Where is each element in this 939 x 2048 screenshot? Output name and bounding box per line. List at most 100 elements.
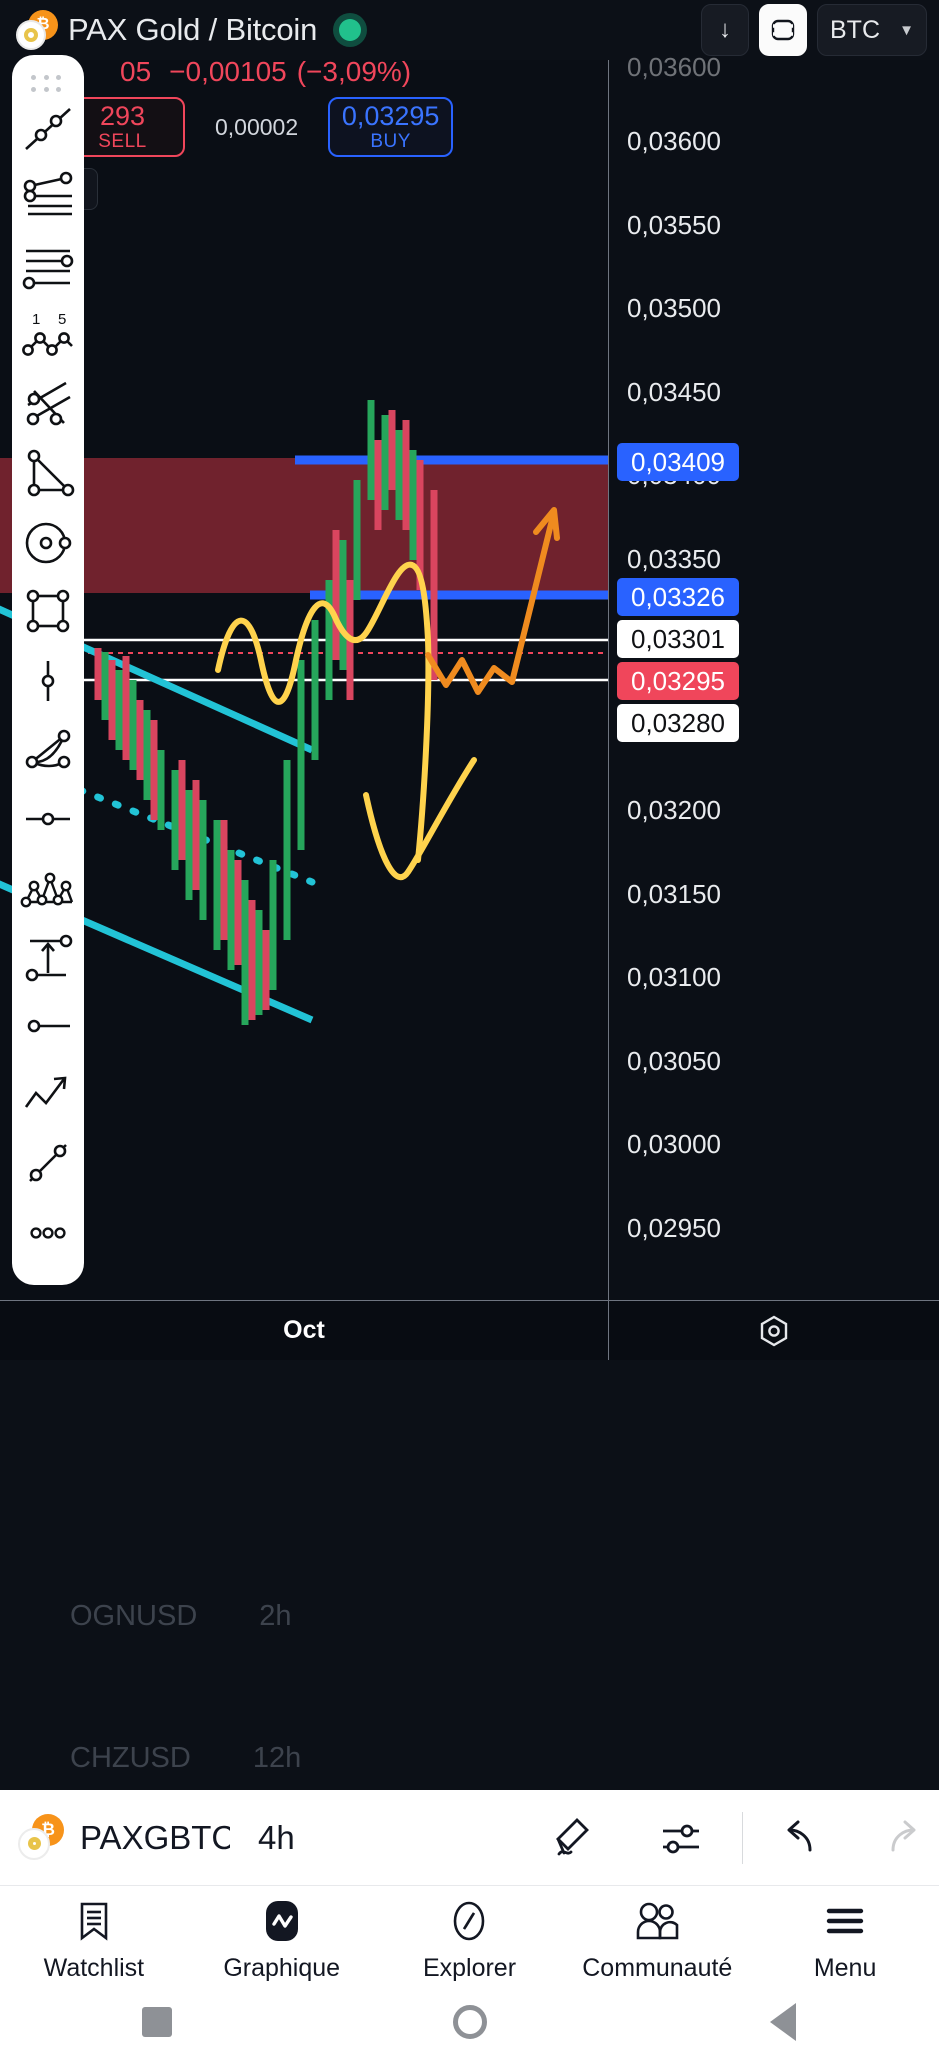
undo-arrow-icon[interactable]	[749, 1790, 859, 1885]
time-axis-label: Oct	[283, 1316, 325, 1344]
last-price: 05	[120, 56, 152, 87]
projection-arrow-icon[interactable]	[12, 1060, 84, 1129]
watchlist-ghost-row: OGNUSD 2h	[0, 1600, 939, 1633]
buy-price: 0,03295	[341, 100, 440, 131]
axis-tick: 0,03100	[627, 962, 721, 992]
nav-item-communaute[interactable]: Communauté	[563, 1886, 751, 1995]
svg-text:1: 1	[32, 311, 40, 328]
quote-summary: 05 −0,00105 (−3,09%)	[0, 52, 620, 92]
spread-value: 0,00002	[215, 113, 299, 140]
ghost-symbol: CHZUSD	[70, 1742, 191, 1774]
toolbar-interval[interactable]: 4h	[258, 1818, 295, 1856]
svg-text:5: 5	[58, 311, 66, 328]
currency-value: BTC	[830, 15, 880, 44]
axis-tick: 0,03500	[627, 293, 721, 323]
chart-wave-icon	[259, 1898, 305, 1944]
ellipse-shape-icon[interactable]	[12, 508, 84, 577]
nav-label: Watchlist	[43, 1954, 145, 1982]
axis-tick: 0,03350	[627, 544, 721, 574]
axis-settings-icon[interactable]	[608, 1300, 939, 1360]
triangle-shape-icon[interactable]	[12, 439, 84, 508]
people-group-icon	[634, 1898, 680, 1944]
buy-button[interactable]: 0,03295 BUY	[328, 97, 454, 157]
chart-toolbar: ₿ PAXGBTC 4h	[0, 1790, 939, 1885]
nav-item-graphique[interactable]: Graphique	[188, 1886, 376, 1995]
android-back-icon[interactable]	[626, 2002, 939, 2041]
toolbar-symbol[interactable]: PAXGBTC	[80, 1818, 230, 1856]
ray-line-icon[interactable]	[12, 991, 84, 1060]
pitchfork-icon[interactable]	[12, 163, 84, 232]
nav-label: Menu	[813, 1954, 877, 1982]
compass-icon	[448, 1898, 490, 1944]
drawing-tools-panel[interactable]: 1 5	[12, 55, 84, 1285]
ruler-line-icon[interactable]	[12, 1129, 84, 1198]
drag-handle-icon[interactable]	[31, 75, 65, 94]
price-badge-resistance-bottom[interactable]: 0,03326	[617, 578, 739, 616]
more-tools-icon[interactable]	[12, 1198, 84, 1267]
vertical-line-icon[interactable]	[12, 646, 84, 715]
price-axis[interactable]: 0,03600 0,03600 0,03550 0,03500 0,03450 …	[608, 52, 939, 1300]
sell-label: SELL	[98, 130, 147, 152]
chart-settings-icon[interactable]	[626, 1790, 736, 1885]
currency-select[interactable]: BTC ▼	[817, 4, 927, 56]
axis-tick: 0,03000	[627, 1129, 721, 1159]
price-badge-level-upper[interactable]: 0,03301	[617, 620, 739, 658]
page-title: PAX Gold / Bitcoin	[68, 12, 318, 47]
axis-tick: 0,02950	[627, 1213, 721, 1243]
bid-ask-panel: 293 SELL 0,00002 0,03295 BUY	[60, 96, 620, 158]
fib-retracement-icon[interactable]	[12, 232, 84, 301]
app-header: ₿ PAX Gold / Bitcoin ↓ BTC ▼	[0, 0, 939, 60]
nav-item-watchlist[interactable]: Watchlist	[0, 1886, 188, 1995]
nav-label: Graphique	[223, 1954, 341, 1982]
price-badge-last-price[interactable]: 0,03295	[617, 662, 739, 700]
header-actions: ↓ BTC ▼	[701, 4, 931, 56]
axis-tick: 0,03200	[627, 795, 721, 825]
axis-tick: 0,03600	[627, 52, 721, 82]
time-axis[interactable]: Oct	[0, 1300, 608, 1360]
ghost-interval: 12h	[252, 1742, 302, 1774]
ghost-interval: 2h	[259, 1600, 292, 1632]
ghost-symbol: OGNUSD	[70, 1600, 198, 1632]
price-badge-level-lower[interactable]: 0,03280	[617, 704, 739, 742]
pencil-draw-icon[interactable]	[516, 1790, 626, 1885]
sell-price: 293	[99, 100, 146, 131]
market-open-dot-icon	[333, 13, 368, 47]
long-position-icon[interactable]	[12, 922, 84, 991]
chevron-down-icon: ▼	[899, 21, 914, 39]
bottom-navigation: Watchlist Graphique Explorer	[0, 1885, 939, 1995]
hamburger-menu-icon	[823, 1898, 867, 1944]
bookmark-list-icon	[73, 1898, 115, 1944]
nav-label: Explorer	[422, 1954, 517, 1982]
buy-label: BUY	[370, 130, 411, 152]
nav-item-explorer[interactable]: Explorer	[376, 1886, 564, 1995]
toolbar-divider	[742, 1811, 743, 1864]
price-chart[interactable]	[0, 60, 608, 1300]
axis-tick: 0,03600	[627, 126, 721, 156]
toolbar-actions	[516, 1790, 939, 1885]
axis-tick: 0,03050	[627, 1046, 721, 1076]
redo-arrow-icon[interactable]	[859, 1790, 939, 1885]
watchlist-ghost-row: CHZUSD 12h	[0, 1742, 939, 1775]
elliott-wave-icon[interactable]: 1 5	[12, 301, 84, 370]
system-navigation-bar	[0, 1995, 939, 2048]
axis-tick: 0,03550	[627, 210, 721, 240]
price-change-percent: (−3,09%)	[296, 56, 412, 87]
nav-label: Communauté	[582, 1954, 733, 1982]
download-arrow-icon[interactable]: ↓	[701, 4, 749, 56]
parallel-channel-icon[interactable]	[12, 370, 84, 439]
chart-layout-icon[interactable]	[759, 4, 807, 56]
trend-line-icon[interactable]	[12, 94, 84, 163]
horizontal-line-icon[interactable]	[12, 784, 84, 853]
price-badge-resistance-top[interactable]: 0,03409	[617, 443, 739, 481]
pattern-xabcd-icon[interactable]	[12, 853, 84, 922]
arc-shape-icon[interactable]	[12, 715, 84, 784]
paxg-btc-pair-icon: ₿	[14, 8, 58, 52]
price-change: −0,00105	[169, 56, 287, 87]
rectangle-shape-icon[interactable]	[12, 577, 84, 646]
paxg-btc-pair-icon: ₿	[18, 1813, 66, 1862]
axis-tick: 0,03450	[627, 377, 721, 407]
nav-item-menu[interactable]: Menu	[751, 1886, 939, 1995]
android-recents-icon[interactable]	[0, 2006, 313, 2037]
android-home-icon[interactable]	[313, 2004, 626, 2039]
